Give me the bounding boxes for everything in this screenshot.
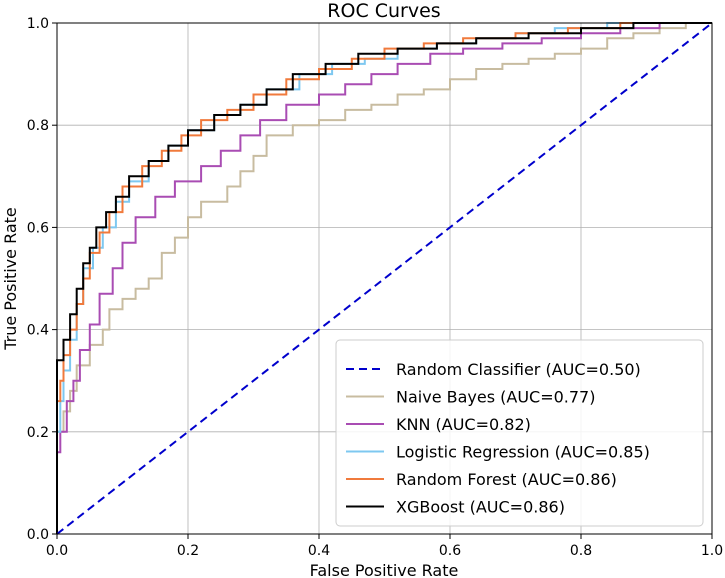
y-tick-label: 1.0: [27, 16, 49, 32]
series-line-xgboost: [56, 22, 712, 534]
chart-title: ROC Curves: [327, 0, 440, 22]
y-tick-label: 0.4: [27, 323, 49, 339]
series-line-knn: [56, 22, 712, 534]
x-axis-ticks: 0.0 0.2 0.4 0.6 0.8 1.0: [46, 534, 723, 559]
legend-label-naive-bayes: Naive Bayes (AUC=0.77): [396, 388, 595, 407]
x-tick-label: 0.2: [177, 543, 199, 559]
legend-items: Random Classifier (AUC=0.50) Naive Bayes …: [346, 360, 650, 517]
y-axis-ticks: 0.0 0.2 0.4 0.6 0.8 1.0: [27, 16, 57, 543]
y-tick-label: 0.8: [27, 118, 49, 134]
y-tick-label: 0.6: [27, 220, 49, 236]
x-tick-label: 0.4: [308, 543, 330, 559]
x-axis-label: False Positive Rate: [310, 561, 459, 578]
legend-label-xgboost: XGBoost (AUC=0.86): [396, 498, 565, 517]
series-line-random-classifier: [56, 22, 713, 535]
grid-lines: [56, 22, 713, 535]
plot-frame: [56, 22, 713, 535]
legend-label-logistic-regression: Logistic Regression (AUC=0.85): [396, 443, 650, 462]
y-axis-label: True Positive Rate: [1, 207, 20, 351]
legend-box: [335, 339, 704, 527]
y-tick-label: 0.0: [27, 527, 49, 543]
x-tick-label: 0.6: [439, 543, 461, 559]
series-line-naive-bayes: [56, 22, 712, 534]
x-tick-label: 1.0: [701, 543, 723, 559]
series-group: [56, 22, 713, 535]
legend: Random Classifier (AUC=0.50) Naive Bayes …: [335, 339, 704, 527]
legend-label-random-classifier: Random Classifier (AUC=0.50): [396, 360, 641, 379]
x-tick-label: 0.8: [570, 543, 592, 559]
legend-label-random-forest: Random Forest (AUC=0.86): [396, 470, 617, 489]
y-tick-label: 0.2: [27, 425, 49, 441]
legend-label-knn: KNN (AUC=0.82): [396, 415, 531, 434]
x-tick-label: 0.0: [46, 543, 68, 559]
